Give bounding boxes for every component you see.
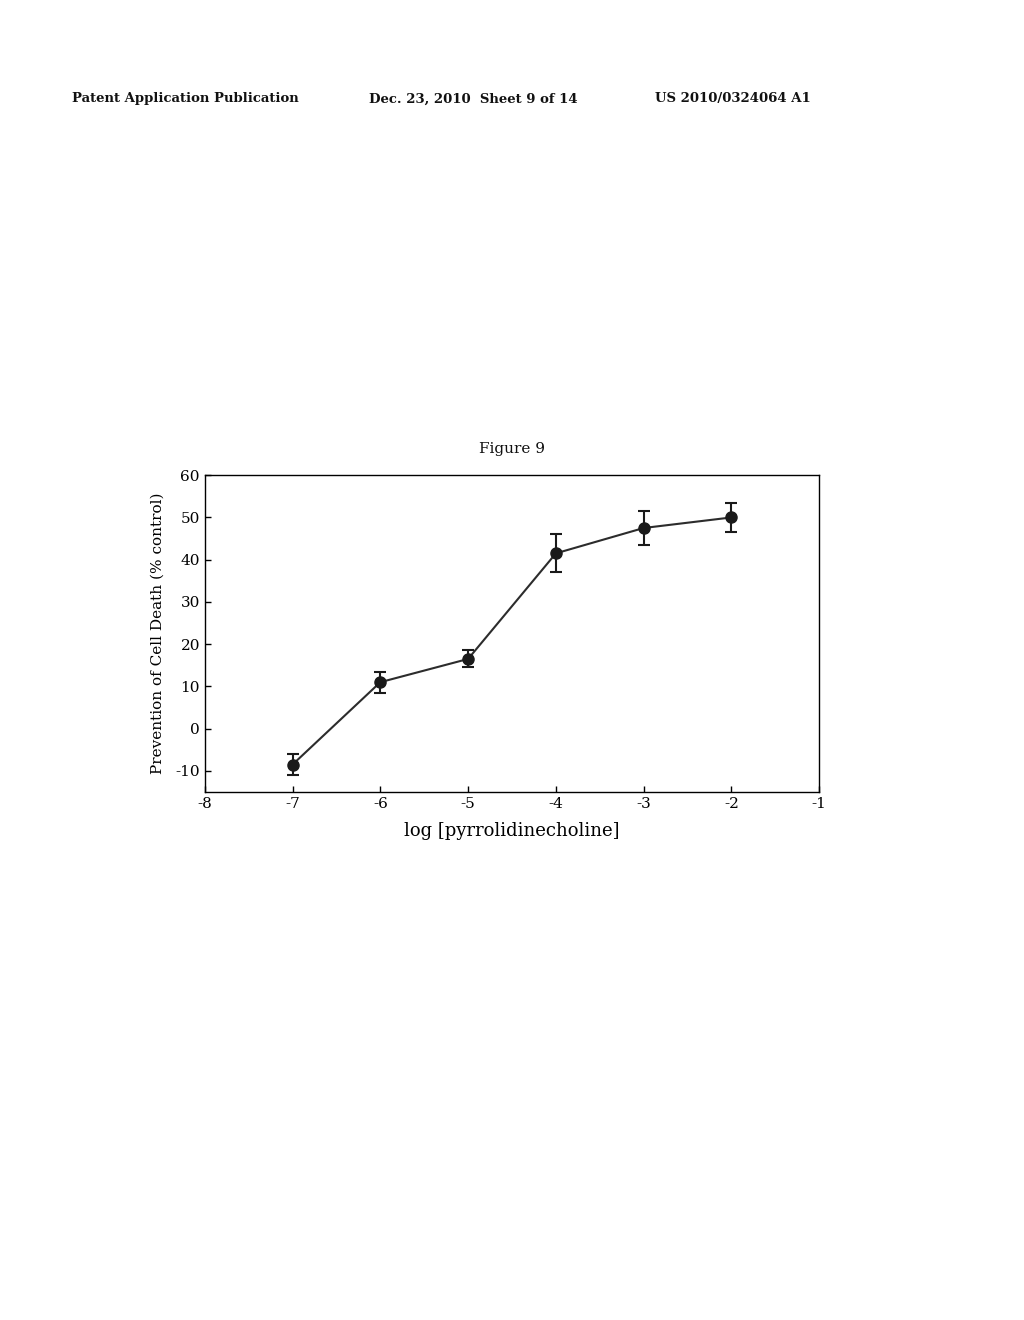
Text: Patent Application Publication: Patent Application Publication [72, 92, 298, 106]
X-axis label: log [pyrrolidinecholine]: log [pyrrolidinecholine] [404, 822, 620, 840]
Text: Figure 9: Figure 9 [479, 442, 545, 457]
Text: Dec. 23, 2010  Sheet 9 of 14: Dec. 23, 2010 Sheet 9 of 14 [369, 92, 578, 106]
Y-axis label: Prevention of Cell Death (% control): Prevention of Cell Death (% control) [151, 492, 164, 775]
Text: US 2010/0324064 A1: US 2010/0324064 A1 [655, 92, 811, 106]
